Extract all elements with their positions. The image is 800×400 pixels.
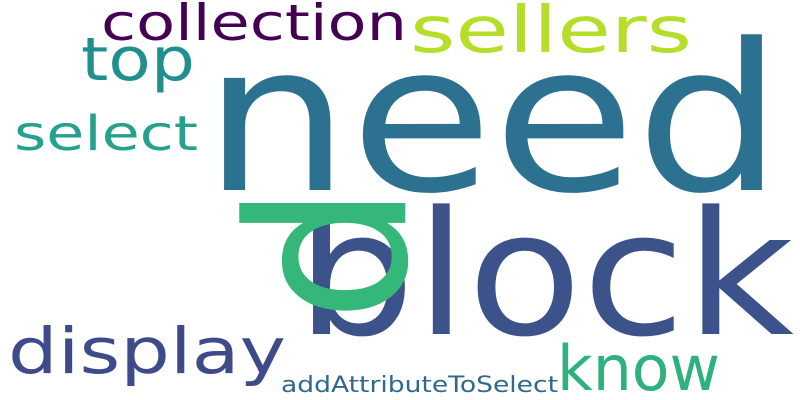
word-p: p	[233, 183, 489, 323]
word-need: need	[203, 1, 783, 239]
word-select: select	[14, 106, 198, 162]
word-top: top	[81, 25, 195, 95]
word-collection: collection	[101, 0, 407, 52]
word-sellers: sellers	[410, 0, 692, 68]
word-know: know	[557, 332, 720, 400]
word-display: display	[8, 315, 286, 388]
word-addattributetoselect: addAttributeToSelect	[281, 373, 558, 398]
word-block: block	[296, 174, 794, 375]
